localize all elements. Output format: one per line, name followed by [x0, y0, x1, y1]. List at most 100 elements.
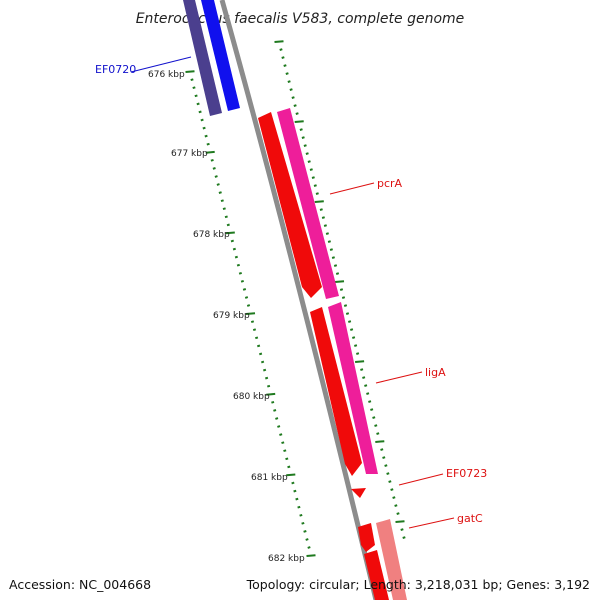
- inner-scale-minor-tick: [220, 199, 224, 203]
- inner-scale-minor-tick: [299, 513, 303, 517]
- scale-label-682: 682 kbp: [268, 554, 305, 564]
- gene-ef0723-shape: [351, 488, 366, 498]
- outer-scale-minor-tick: [295, 112, 299, 115]
- inner-scale-minor-tick: [285, 457, 289, 461]
- inner-scale-minor-tick: [287, 465, 291, 469]
- inner-scale-minor-tick: [293, 489, 297, 493]
- inner-scale-minor-tick: [252, 328, 257, 332]
- leader-ef0720: [130, 56, 192, 73]
- gene-pcra-inner: [277, 108, 339, 299]
- outer-scale-minor-tick: [325, 232, 329, 235]
- map-title: Enterococcus faecalis V583, complete gen…: [136, 11, 465, 27]
- inner-scale-minor-tick: [271, 400, 275, 404]
- outer-scale-minor-tick: [293, 104, 297, 107]
- accession-text: Accession: NC_004668: [9, 577, 152, 592]
- outer-scale-minor-tick: [343, 304, 348, 307]
- inner-scale-minor-tick: [303, 530, 307, 533]
- outer-scale-minor-tick: [281, 56, 285, 59]
- genome-backbone: [219, 0, 379, 600]
- outer-scale-minor-tick: [380, 448, 384, 451]
- inner-scale-minor-tick: [259, 352, 263, 356]
- inner-scale-major-tick: [266, 392, 276, 396]
- outer-scale-minor-tick: [356, 352, 360, 355]
- tick-scale: [185, 40, 406, 557]
- inner-scale-minor-tick: [216, 183, 220, 186]
- inner-scale-minor-tick: [218, 191, 222, 194]
- outer-scale-minor-tick: [289, 88, 293, 91]
- leader-liga: [375, 371, 423, 384]
- outer-scale-minor-tick: [360, 368, 364, 371]
- inner-scale-minor-tick: [200, 118, 204, 122]
- outer-scale-major-tick: [355, 360, 365, 363]
- scale-label-677: 677 kbp: [171, 149, 208, 159]
- genome-summary-text: Topology: circular; Length: 3,218,031 bp…: [246, 577, 590, 592]
- outer-scale-major-tick: [395, 520, 405, 523]
- inner-scale-minor-tick: [234, 255, 238, 259]
- inner-scale-minor-tick: [277, 425, 281, 428]
- gene-label-ef0723[interactable]: EF0723: [446, 467, 487, 480]
- inner-scale-minor-tick: [226, 223, 230, 227]
- gene-ef0723[interactable]: [351, 488, 366, 498]
- gene-label-liga[interactable]: ligA: [425, 366, 446, 379]
- outer-scale-minor-tick: [382, 456, 386, 459]
- inner-scale-minor-tick: [246, 304, 251, 307]
- inner-scale-minor-tick: [236, 263, 240, 267]
- scale-label-679: 679 kbp: [213, 311, 250, 321]
- gene-gatc[interactable]: [358, 519, 407, 600]
- outer-scale-minor-tick: [335, 272, 340, 275]
- outer-scale-minor-tick: [396, 512, 400, 515]
- gene-label-ef0720[interactable]: EF0720: [95, 63, 136, 76]
- inner-scale-major-tick: [205, 150, 215, 154]
- outer-scale-minor-tick: [311, 176, 315, 179]
- outer-scale-minor-tick: [315, 192, 319, 195]
- gene-ef0720-inner: [201, 0, 240, 111]
- inner-scale-minor-tick: [279, 433, 283, 436]
- inner-scale-major-tick: [306, 554, 316, 557]
- inner-scale-minor-tick: [275, 417, 279, 420]
- outer-scale-minor-tick: [362, 376, 366, 379]
- gene-pcra[interactable]: [258, 108, 339, 299]
- outer-scale-minor-tick: [390, 488, 394, 491]
- gene-label-pcra[interactable]: pcrA: [377, 177, 403, 190]
- outer-scale-minor-tick: [287, 80, 291, 83]
- scale-label-680: 680 kbp: [233, 392, 270, 402]
- outer-scale-minor-tick: [327, 240, 331, 243]
- outer-scale-minor-tick: [285, 72, 289, 75]
- inner-scale-minor-tick: [212, 167, 216, 170]
- gene-liga[interactable]: [310, 302, 378, 476]
- gene-gatc-upper: [358, 523, 375, 552]
- outer-scale-minor-tick: [348, 320, 352, 323]
- inner-scale-minor-tick: [194, 94, 198, 98]
- outer-scale-minor-tick: [374, 424, 378, 427]
- inner-scale-minor-tick: [281, 441, 285, 445]
- outer-scale-minor-tick: [305, 152, 309, 155]
- inner-scale-minor-tick: [283, 449, 287, 453]
- inner-scale-minor-tick: [261, 360, 265, 364]
- outer-scale-minor-tick: [321, 216, 325, 219]
- outer-scale-minor-tick: [279, 48, 283, 51]
- gene-liga-outer: [310, 307, 362, 476]
- outer-scale-major-tick: [274, 40, 284, 43]
- outer-scale-minor-tick: [313, 184, 317, 187]
- outer-scale-minor-tick: [394, 504, 398, 507]
- outer-scale-minor-tick: [331, 256, 335, 259]
- outer-scale-minor-tick: [372, 416, 376, 419]
- inner-scale-minor-tick: [196, 102, 200, 106]
- outer-scale-minor-tick: [291, 96, 295, 99]
- outer-scale-minor-tick: [333, 264, 338, 267]
- outer-scale-minor-tick: [283, 64, 287, 67]
- gene-label-gatc[interactable]: gatC: [457, 512, 483, 525]
- gene-ef0720[interactable]: [183, 0, 240, 116]
- inner-scale-minor-tick: [265, 376, 269, 380]
- outer-scale-minor-tick: [354, 344, 358, 347]
- outer-scale-major-tick: [375, 440, 385, 443]
- inner-scale-minor-tick: [297, 505, 301, 509]
- inner-scale-minor-tick: [295, 497, 299, 501]
- inner-scale-minor-tick: [240, 279, 244, 283]
- leader-ef0723: [398, 473, 444, 486]
- inner-scale-minor-tick: [204, 134, 208, 138]
- inner-scale-minor-tick: [202, 126, 206, 130]
- inner-scale-minor-tick: [210, 158, 214, 162]
